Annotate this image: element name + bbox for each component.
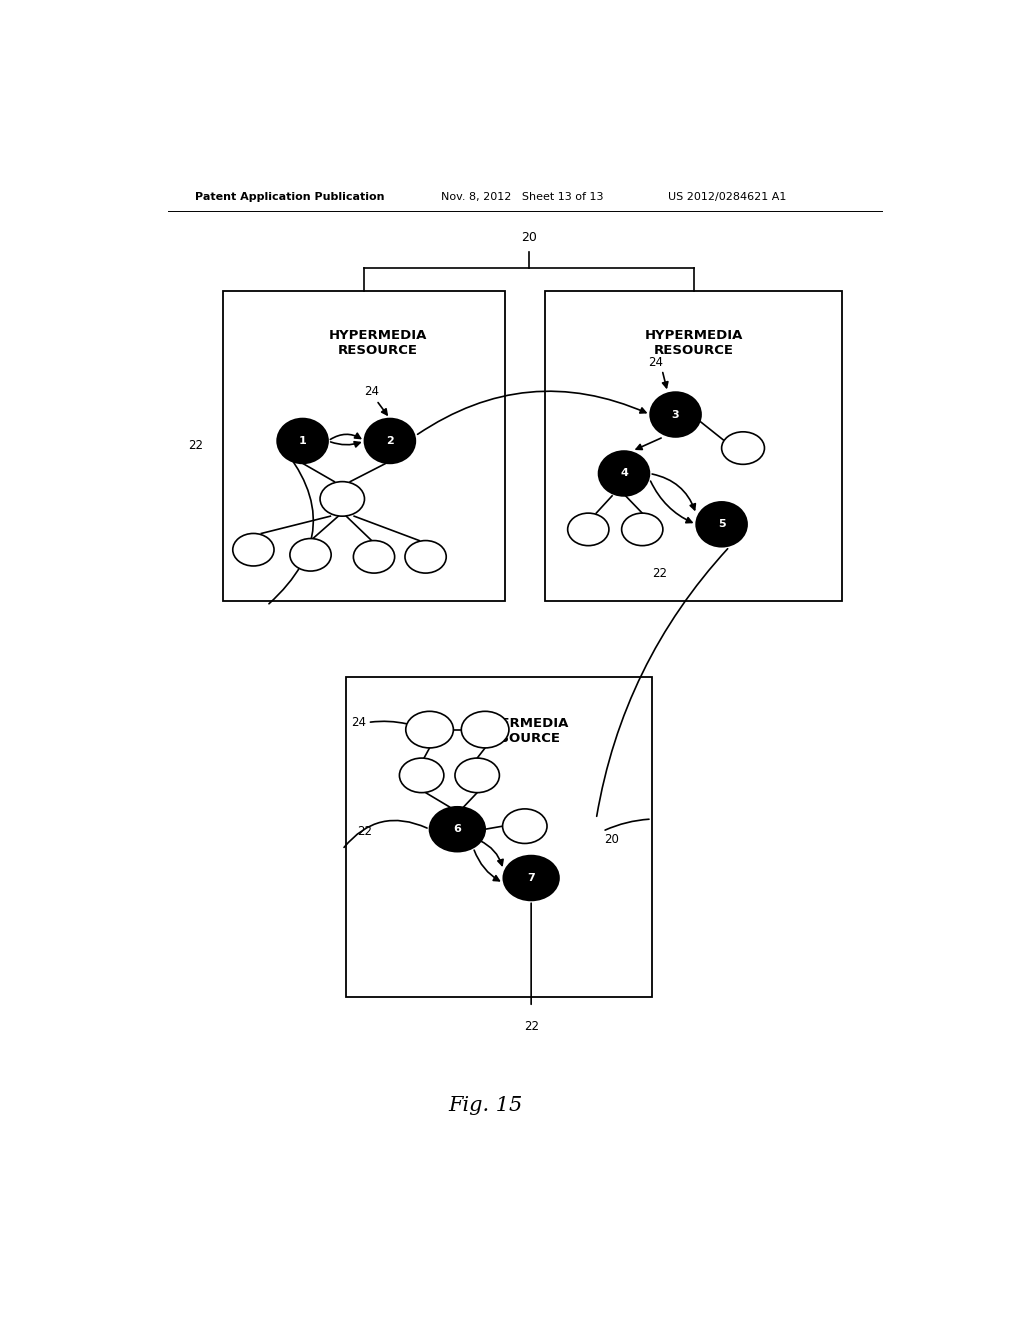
Bar	[346, 677, 652, 997]
Text: 5: 5	[718, 519, 725, 529]
Text: HYPERMEDIA
RESOURCE: HYPERMEDIA RESOURCE	[644, 329, 742, 358]
Text: 22: 22	[188, 438, 204, 451]
Ellipse shape	[455, 758, 500, 792]
Text: 24: 24	[648, 356, 664, 368]
Text: 1: 1	[299, 436, 306, 446]
Text: Patent Application Publication: Patent Application Publication	[196, 191, 385, 202]
Text: HYPERMEDIA
RESOURCE: HYPERMEDIA RESOURCE	[471, 717, 569, 746]
Ellipse shape	[430, 807, 485, 851]
Text: HYPERMEDIA
RESOURCE: HYPERMEDIA RESOURCE	[329, 329, 427, 358]
Text: Fig. 15: Fig. 15	[447, 1096, 522, 1115]
Ellipse shape	[696, 502, 748, 546]
Ellipse shape	[365, 418, 416, 463]
Ellipse shape	[599, 451, 649, 496]
Bar	[545, 290, 843, 601]
Ellipse shape	[406, 711, 454, 748]
Text: 22: 22	[357, 825, 373, 838]
Text: 2: 2	[386, 436, 394, 446]
Ellipse shape	[404, 541, 446, 573]
Text: 20: 20	[604, 833, 620, 846]
Bar	[223, 290, 505, 601]
Text: 20: 20	[521, 231, 537, 244]
Text: 22: 22	[523, 1020, 539, 1034]
Text: 4: 4	[621, 469, 628, 478]
Text: 24: 24	[365, 385, 379, 399]
Ellipse shape	[567, 513, 609, 545]
Text: Nov. 8, 2012   Sheet 13 of 13: Nov. 8, 2012 Sheet 13 of 13	[441, 191, 604, 202]
Ellipse shape	[353, 541, 394, 573]
Ellipse shape	[503, 809, 547, 843]
Ellipse shape	[399, 758, 443, 792]
Ellipse shape	[504, 855, 559, 900]
Ellipse shape	[722, 432, 765, 465]
Text: 22: 22	[652, 568, 668, 579]
Text: 7: 7	[527, 873, 535, 883]
Ellipse shape	[232, 533, 274, 566]
Text: 3: 3	[672, 409, 679, 420]
Text: 24: 24	[351, 715, 367, 729]
Ellipse shape	[650, 392, 701, 437]
Ellipse shape	[278, 418, 328, 463]
Ellipse shape	[321, 482, 365, 516]
Text: 6: 6	[454, 824, 461, 834]
Ellipse shape	[461, 711, 509, 748]
Text: US 2012/0284621 A1: US 2012/0284621 A1	[668, 191, 786, 202]
Ellipse shape	[622, 513, 663, 545]
Ellipse shape	[290, 539, 331, 572]
